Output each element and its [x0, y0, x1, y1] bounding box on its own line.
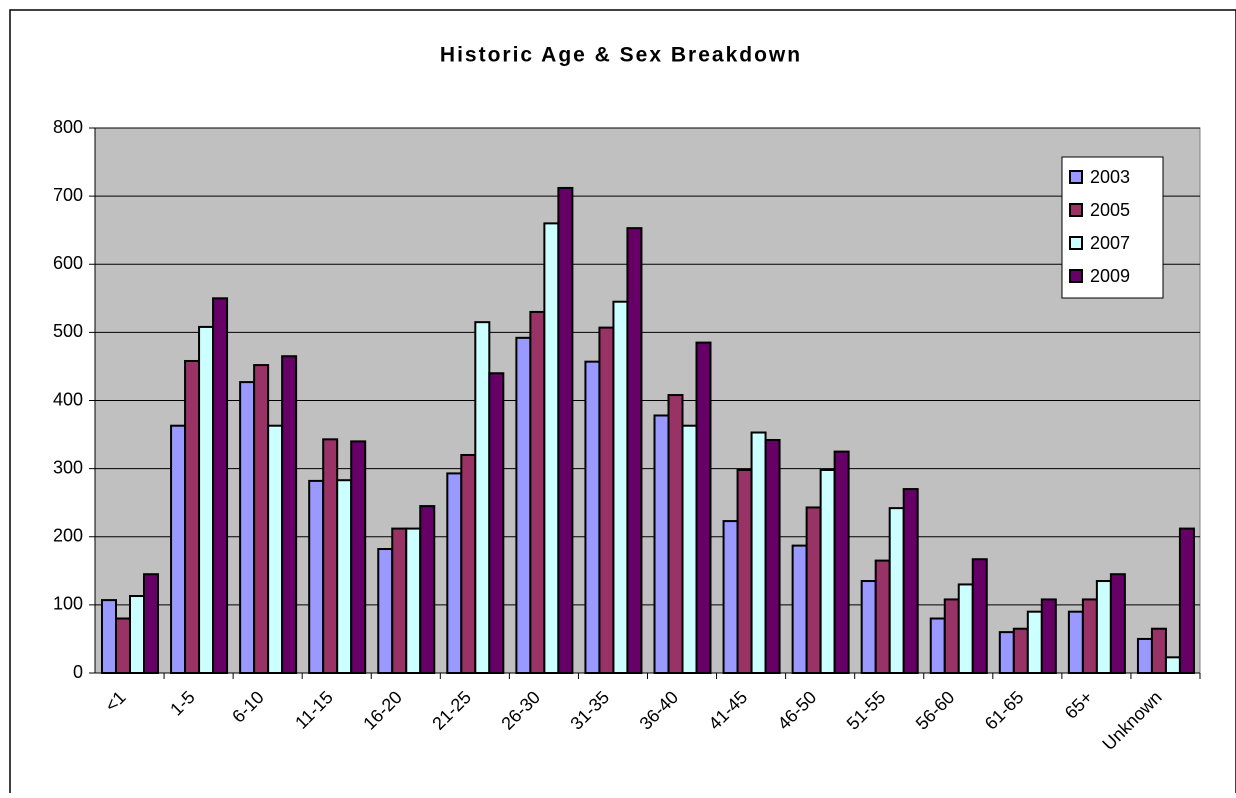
- bar: [184, 359, 201, 674]
- bar: [888, 507, 905, 675]
- bar: [101, 599, 117, 675]
- bar: [543, 222, 560, 674]
- bar: [598, 326, 615, 674]
- bar: [170, 424, 187, 674]
- bar: [488, 372, 505, 674]
- bar: [736, 468, 753, 674]
- bar: [957, 583, 974, 674]
- legend-label: 2003: [1090, 167, 1130, 187]
- bar: [460, 454, 477, 674]
- bar: [1012, 627, 1029, 674]
- bar: [584, 360, 601, 674]
- bar: [515, 336, 532, 674]
- bar: [681, 424, 698, 674]
- bar: [1040, 598, 1057, 674]
- bar: [722, 520, 739, 674]
- bar: [929, 617, 946, 674]
- bar: [322, 438, 339, 674]
- bar: [791, 544, 808, 675]
- bar: [902, 488, 919, 674]
- bar: [943, 598, 960, 674]
- bar: [529, 310, 546, 674]
- legend-swatch: [1069, 203, 1083, 217]
- bar: [819, 468, 836, 674]
- bar: [1178, 527, 1195, 675]
- bar: [750, 431, 767, 674]
- legend-swatch: [1069, 269, 1083, 283]
- y-tick-label: 0: [73, 662, 83, 682]
- legend-swatch: [1069, 236, 1083, 250]
- bar: [377, 548, 394, 675]
- y-tick-label: 600: [53, 253, 83, 273]
- legend-label: 2009: [1090, 266, 1130, 286]
- bar: [212, 297, 229, 674]
- bar: [1095, 580, 1112, 674]
- bar: [239, 381, 256, 674]
- bar: [1067, 610, 1084, 674]
- legend-swatch: [1069, 170, 1083, 184]
- bar: [667, 394, 684, 674]
- bar: [129, 595, 145, 674]
- bar: [653, 414, 670, 674]
- bar: [308, 479, 325, 675]
- bar: [446, 472, 463, 674]
- bar: [612, 300, 629, 674]
- y-tick-label: 500: [53, 321, 83, 341]
- bar: [1109, 573, 1126, 674]
- y-tick-label: 300: [53, 457, 83, 477]
- bar: [557, 186, 574, 674]
- bar: [1150, 627, 1167, 674]
- bar: [281, 355, 298, 674]
- bar: [419, 505, 436, 674]
- y-tick-label: 700: [53, 185, 83, 205]
- bar: [971, 558, 988, 675]
- y-tick-label: 100: [53, 594, 83, 614]
- bar: [253, 364, 270, 674]
- y-tick-label: 200: [53, 526, 83, 546]
- bar: [336, 479, 353, 674]
- y-tick-label: 400: [53, 389, 83, 409]
- chart-title: Historic Age & Sex Breakdown: [440, 44, 802, 67]
- bar: [1164, 656, 1181, 674]
- bar: [1026, 610, 1043, 674]
- bar: [405, 527, 422, 675]
- bar: [695, 341, 712, 674]
- bar: [391, 527, 408, 675]
- bar: [143, 573, 159, 674]
- bar: [764, 439, 781, 675]
- bar: [1136, 637, 1153, 674]
- legend-label: 2007: [1090, 233, 1130, 253]
- bar: [998, 631, 1015, 674]
- bar: [267, 424, 284, 674]
- bar: [198, 325, 215, 674]
- bar: [350, 440, 367, 674]
- bar: [833, 450, 850, 674]
- legend-label: 2005: [1090, 200, 1130, 220]
- bar: [1081, 598, 1098, 674]
- bar: [874, 559, 891, 674]
- bar: [474, 321, 491, 674]
- y-tick-label: 800: [53, 117, 83, 137]
- bar: [115, 617, 131, 674]
- bar: [860, 580, 877, 674]
- bar: [626, 227, 643, 675]
- bar: [805, 506, 822, 674]
